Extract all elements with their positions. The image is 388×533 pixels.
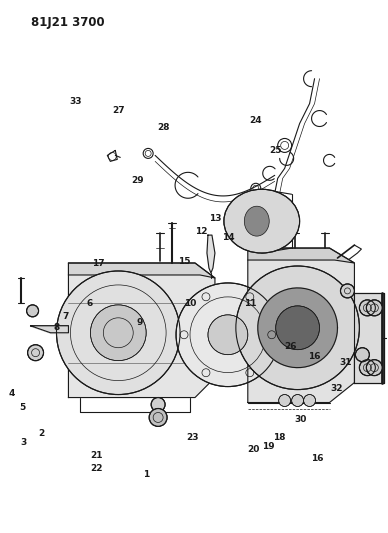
- Text: 2: 2: [38, 429, 44, 438]
- Text: 11: 11: [244, 299, 256, 308]
- Text: 16: 16: [308, 352, 320, 361]
- Text: 30: 30: [294, 415, 307, 424]
- Text: 33: 33: [70, 98, 82, 107]
- Polygon shape: [68, 263, 215, 398]
- Text: 20: 20: [248, 445, 260, 454]
- Text: 9: 9: [137, 318, 143, 327]
- Circle shape: [27, 305, 38, 317]
- Polygon shape: [31, 326, 68, 333]
- Polygon shape: [207, 235, 215, 273]
- Polygon shape: [68, 263, 215, 278]
- Text: 17: 17: [92, 260, 104, 268]
- Text: 3: 3: [20, 438, 26, 447]
- Circle shape: [359, 300, 375, 316]
- Circle shape: [355, 348, 369, 362]
- Text: 81J21 3700: 81J21 3700: [31, 16, 104, 29]
- Ellipse shape: [244, 206, 269, 236]
- Polygon shape: [354, 293, 385, 383]
- Circle shape: [341, 284, 354, 298]
- Text: 10: 10: [184, 299, 196, 308]
- Circle shape: [90, 305, 146, 361]
- Text: 18: 18: [273, 433, 285, 442]
- Text: 24: 24: [249, 116, 262, 125]
- Circle shape: [292, 394, 303, 407]
- Circle shape: [236, 266, 359, 390]
- Circle shape: [359, 360, 375, 376]
- Text: 22: 22: [90, 464, 103, 473]
- Text: 13: 13: [209, 214, 222, 223]
- Circle shape: [303, 394, 315, 407]
- Polygon shape: [248, 248, 354, 402]
- Text: 23: 23: [186, 433, 198, 442]
- Text: 14: 14: [222, 233, 235, 242]
- Text: 31: 31: [340, 358, 352, 367]
- Text: 28: 28: [157, 123, 169, 132]
- Circle shape: [176, 283, 280, 386]
- Text: 6: 6: [87, 299, 93, 308]
- Text: 4: 4: [8, 390, 15, 399]
- Text: 19: 19: [262, 441, 275, 450]
- Text: 21: 21: [90, 450, 103, 459]
- Text: 15: 15: [178, 257, 191, 265]
- Text: 29: 29: [131, 176, 144, 185]
- Circle shape: [149, 408, 167, 426]
- Polygon shape: [258, 288, 338, 368]
- Text: 8: 8: [54, 323, 60, 332]
- Text: 5: 5: [19, 403, 25, 411]
- Text: 12: 12: [196, 228, 208, 237]
- Text: 27: 27: [112, 107, 125, 115]
- Circle shape: [366, 300, 382, 316]
- Text: 25: 25: [269, 146, 281, 155]
- Circle shape: [279, 394, 291, 407]
- Text: 26: 26: [284, 342, 297, 351]
- Circle shape: [57, 271, 180, 394]
- Text: 7: 7: [62, 312, 69, 321]
- Circle shape: [366, 360, 382, 376]
- Text: 32: 32: [331, 384, 343, 393]
- Text: 1: 1: [142, 470, 149, 479]
- Circle shape: [151, 398, 165, 411]
- Polygon shape: [248, 248, 354, 263]
- Circle shape: [208, 315, 248, 354]
- Circle shape: [28, 345, 43, 361]
- Ellipse shape: [224, 189, 300, 253]
- Text: 16: 16: [312, 454, 324, 463]
- Circle shape: [276, 306, 320, 350]
